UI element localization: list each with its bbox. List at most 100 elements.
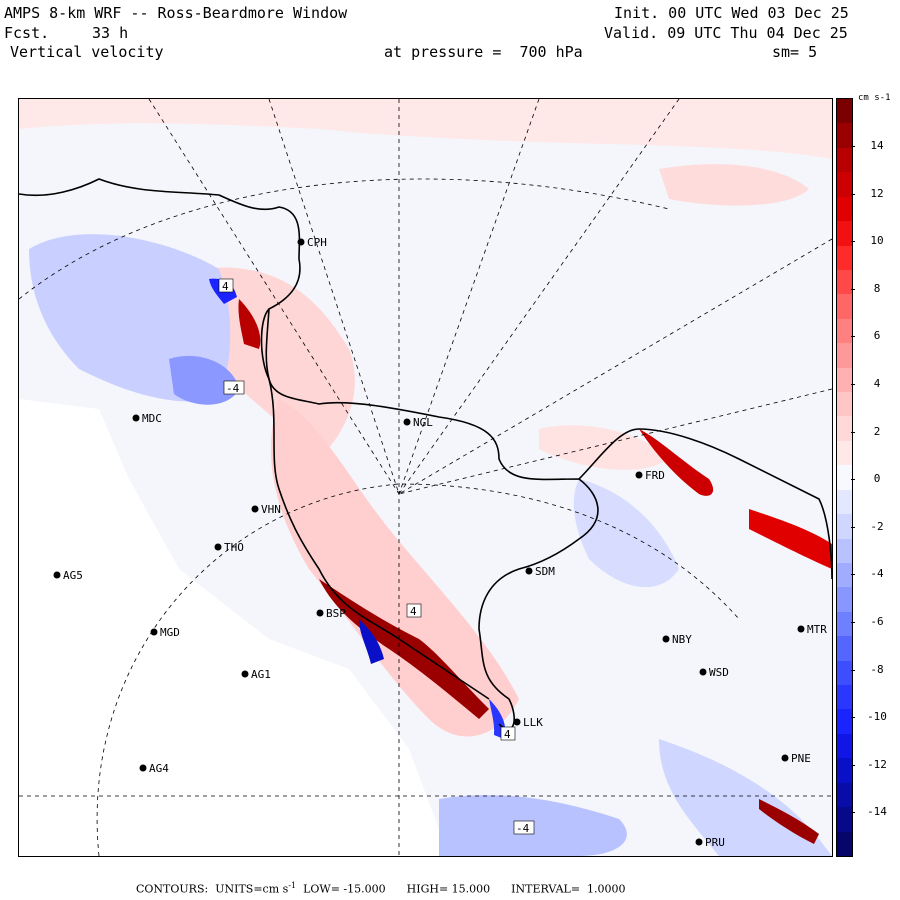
station-ag4: AG4 — [139, 762, 169, 775]
negative-area — [573, 479, 679, 588]
units-label: UNITS=cm s — [215, 882, 289, 896]
positive-area — [270, 399, 519, 737]
contour-labels: 4 -4 4 4 -4 — [218, 278, 535, 835]
station-pru: PRU — [695, 836, 725, 849]
station-marker — [132, 414, 140, 422]
colorbar-tick-mark — [851, 764, 855, 766]
valid-time: Valid. 09 UTC Thu 04 Dec 25 — [604, 24, 848, 42]
contour-label: -4 — [516, 822, 530, 835]
graticule — [19, 99, 832, 856]
colorbar-tick-label: 12 — [870, 186, 884, 200]
colorbar — [836, 98, 853, 857]
colorbar-tick-mark — [851, 622, 855, 623]
station-marker — [699, 668, 707, 676]
station-label: PNE — [791, 752, 811, 765]
colorbar-segment — [837, 758, 852, 784]
colorbar-tick-mark — [851, 193, 855, 195]
colorbar-tick-mark — [851, 574, 855, 576]
map-panel: 4 -4 4 4 -4 CPH MDC NGL FRD VHN THO AG5 SDM BSP M… — [18, 98, 833, 857]
pressure-level: at pressure = 700 hPa — [384, 43, 583, 61]
colorbar-tick-label: 14 — [870, 139, 884, 152]
colorbar-tick-mark — [851, 812, 855, 814]
colorbar-tick-label: 6 — [873, 329, 881, 343]
low-value: LOW= -15.000 — [303, 882, 386, 896]
strong-updraft — [319, 579, 489, 719]
colorbar-tick-mark — [851, 336, 855, 338]
interval-value: INTERVAL= 1.0000 — [511, 882, 626, 896]
station-label: WSD — [709, 666, 729, 679]
colorbar-tick-label: -2 — [870, 519, 884, 533]
station-label: MGD — [160, 626, 180, 639]
station-marker — [781, 754, 789, 762]
station-label: LLK — [523, 716, 543, 729]
station-ag1: AG1 — [241, 668, 271, 681]
station-label: PRU — [705, 836, 725, 849]
no-data-region — [19, 399, 449, 856]
station-mtr: MTR — [797, 623, 827, 636]
colorbar-segment — [837, 416, 852, 442]
colorbar-segment — [837, 709, 852, 735]
colorbar-units: cm s-1 — [858, 93, 891, 103]
strong-updraft — [749, 509, 832, 569]
station-label: FRD — [645, 469, 665, 482]
station-llk: LLK — [513, 716, 543, 729]
colorbar-segment — [837, 538, 852, 564]
colorbar-tick-mark — [851, 431, 855, 433]
colorbar-segment — [837, 123, 852, 149]
colorbar-tick-label: 8 — [873, 281, 881, 295]
station-label: BSP — [326, 607, 346, 620]
forecast-hour: 33 h — [92, 24, 129, 42]
positive-area — [188, 267, 355, 459]
colorbar-tick-mark — [851, 288, 855, 290]
colorbar-tick-mark — [851, 146, 855, 147]
colorbar-segment — [837, 489, 852, 515]
colorbar-segment — [837, 392, 852, 417]
colorbar-tick-label: -6 — [870, 615, 884, 628]
colorbar-tick-mark — [851, 384, 855, 385]
colorbar-tick-label: 4 — [873, 377, 881, 390]
colorbar-segment — [837, 172, 852, 198]
strong-updraft — [759, 799, 819, 844]
station-label: CPH — [307, 236, 327, 249]
colorbar-tick-label: 2 — [873, 424, 881, 438]
station-wsd: WSD — [699, 666, 729, 679]
colorbar-segment — [837, 587, 852, 613]
station-marker — [316, 609, 324, 617]
colorbar-tick-mark — [851, 669, 855, 671]
station-marker — [53, 571, 61, 579]
colorbar-segment — [837, 562, 852, 588]
colorbar-segment — [837, 514, 852, 540]
station-label: AG5 — [63, 569, 83, 582]
station-label: AG1 — [251, 668, 271, 681]
colorbar-segment — [837, 147, 852, 173]
coastline — [19, 178, 832, 730]
stations: CPH MDC NGL FRD VHN THO AG5 SDM BSP MGD NBY MTR AG1 W… — [53, 236, 827, 849]
station-ag5: AG5 — [53, 569, 83, 582]
station-marker — [525, 567, 533, 575]
station-tho: THO — [214, 541, 244, 554]
station-marker — [513, 718, 521, 726]
colorbar-segment — [837, 660, 852, 686]
station-mgd: MGD — [150, 626, 180, 639]
colorbar-tick-mark — [851, 241, 855, 243]
station-cph: CPH — [297, 236, 327, 249]
station-marker — [150, 628, 158, 636]
units-exponent: -1 — [288, 881, 297, 890]
contour-label: -4 — [226, 382, 240, 395]
high-value: HIGH= 15.000 — [406, 882, 491, 896]
station-marker — [251, 505, 259, 513]
colorbar-tick-mark — [851, 479, 855, 481]
station-pne: PNE — [781, 752, 811, 765]
station-label: THO — [224, 541, 244, 554]
vertical-velocity-map: 4 -4 4 4 -4 CPH MDC NGL FRD VHN THO AG5 SDM BSP M… — [19, 99, 832, 856]
positive-area — [539, 425, 669, 470]
colorbar-segment — [837, 245, 852, 271]
colorbar-segment — [837, 99, 852, 124]
station-marker — [797, 625, 805, 633]
station-label: MDC — [142, 412, 162, 425]
station-label: NBY — [672, 633, 692, 646]
colorbar-tick-mark — [851, 717, 855, 719]
colorbar-tick-label: -14 — [867, 805, 887, 819]
station-label: NGL — [413, 416, 433, 429]
colorbar-tick-mark — [851, 526, 855, 528]
